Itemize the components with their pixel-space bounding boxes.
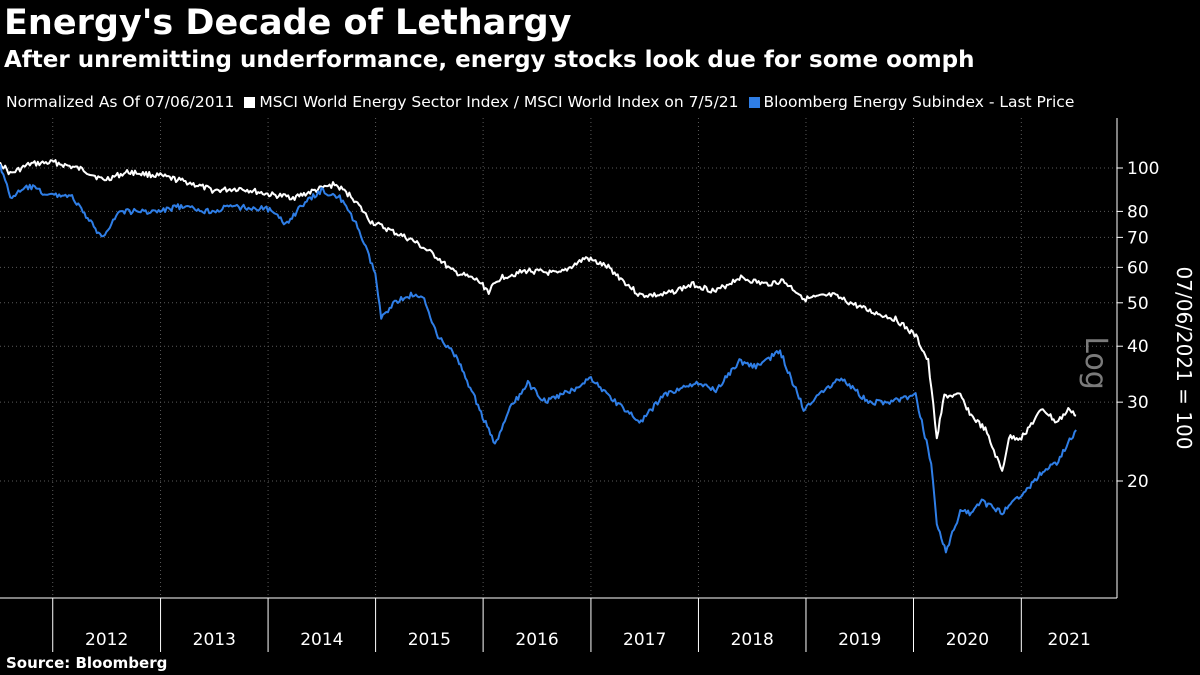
legend-item-msci: MSCI World Energy Sector Index / MSCI Wo… xyxy=(244,93,739,111)
series-lines xyxy=(0,159,1077,554)
x-tick-label: 2016 xyxy=(515,630,558,650)
legend-label-msci: MSCI World Energy Sector Index / MSCI Wo… xyxy=(259,93,739,111)
log-scale-note: Log xyxy=(1078,336,1113,390)
series-line-bloomberg-energy xyxy=(0,163,1077,554)
x-tick-label: 2012 xyxy=(85,630,128,650)
y-tick-label: 70 xyxy=(1127,228,1149,248)
axis-labels: 20 30 40 50 60 70 80 100 2012 2013 2014 2015 2016 201… xyxy=(85,159,1196,650)
y-axis-title: 07/06/2021 = 100 xyxy=(1172,267,1196,450)
legend-swatch-msci xyxy=(244,96,256,108)
y-tick-label: 30 xyxy=(1127,393,1149,413)
axes xyxy=(0,118,1123,652)
y-tick-label: 50 xyxy=(1127,294,1149,314)
x-tick-label: 2020 xyxy=(946,630,989,650)
source-note: Source: Bloomberg xyxy=(6,654,168,672)
y-tick-label: 20 xyxy=(1127,472,1149,492)
grid-lines xyxy=(0,118,1117,598)
legend-note: Normalized As Of 07/06/2011 xyxy=(6,93,235,111)
legend-item-bloomberg: Bloomberg Energy Subindex - Last Price xyxy=(748,93,1075,111)
y-tick-label: 100 xyxy=(1127,159,1159,179)
legend-swatch-bloomberg xyxy=(748,96,760,108)
y-tick-label: 80 xyxy=(1127,202,1149,222)
x-tick-label: 2017 xyxy=(623,630,666,650)
x-tick-label: 2019 xyxy=(838,630,881,650)
x-tick-label: 2013 xyxy=(193,630,236,650)
legend: Normalized As Of 07/06/2011 MSCI World E… xyxy=(6,91,1084,113)
chart-subtitle: After unremitting underformance, energy … xyxy=(4,47,975,73)
y-tick-label: 40 xyxy=(1127,337,1149,357)
x-tick-label: 2014 xyxy=(300,630,343,650)
series-line-msci-ratio xyxy=(0,159,1077,472)
legend-label-bloomberg: Bloomberg Energy Subindex - Last Price xyxy=(763,93,1075,111)
x-tick-label: 2018 xyxy=(731,630,774,650)
x-tick-label: 2021 xyxy=(1048,630,1091,650)
chart-title: Energy's Decade of Lethargy xyxy=(4,3,572,43)
y-tick-label: 60 xyxy=(1127,258,1149,278)
x-tick-label: 2015 xyxy=(408,630,451,650)
